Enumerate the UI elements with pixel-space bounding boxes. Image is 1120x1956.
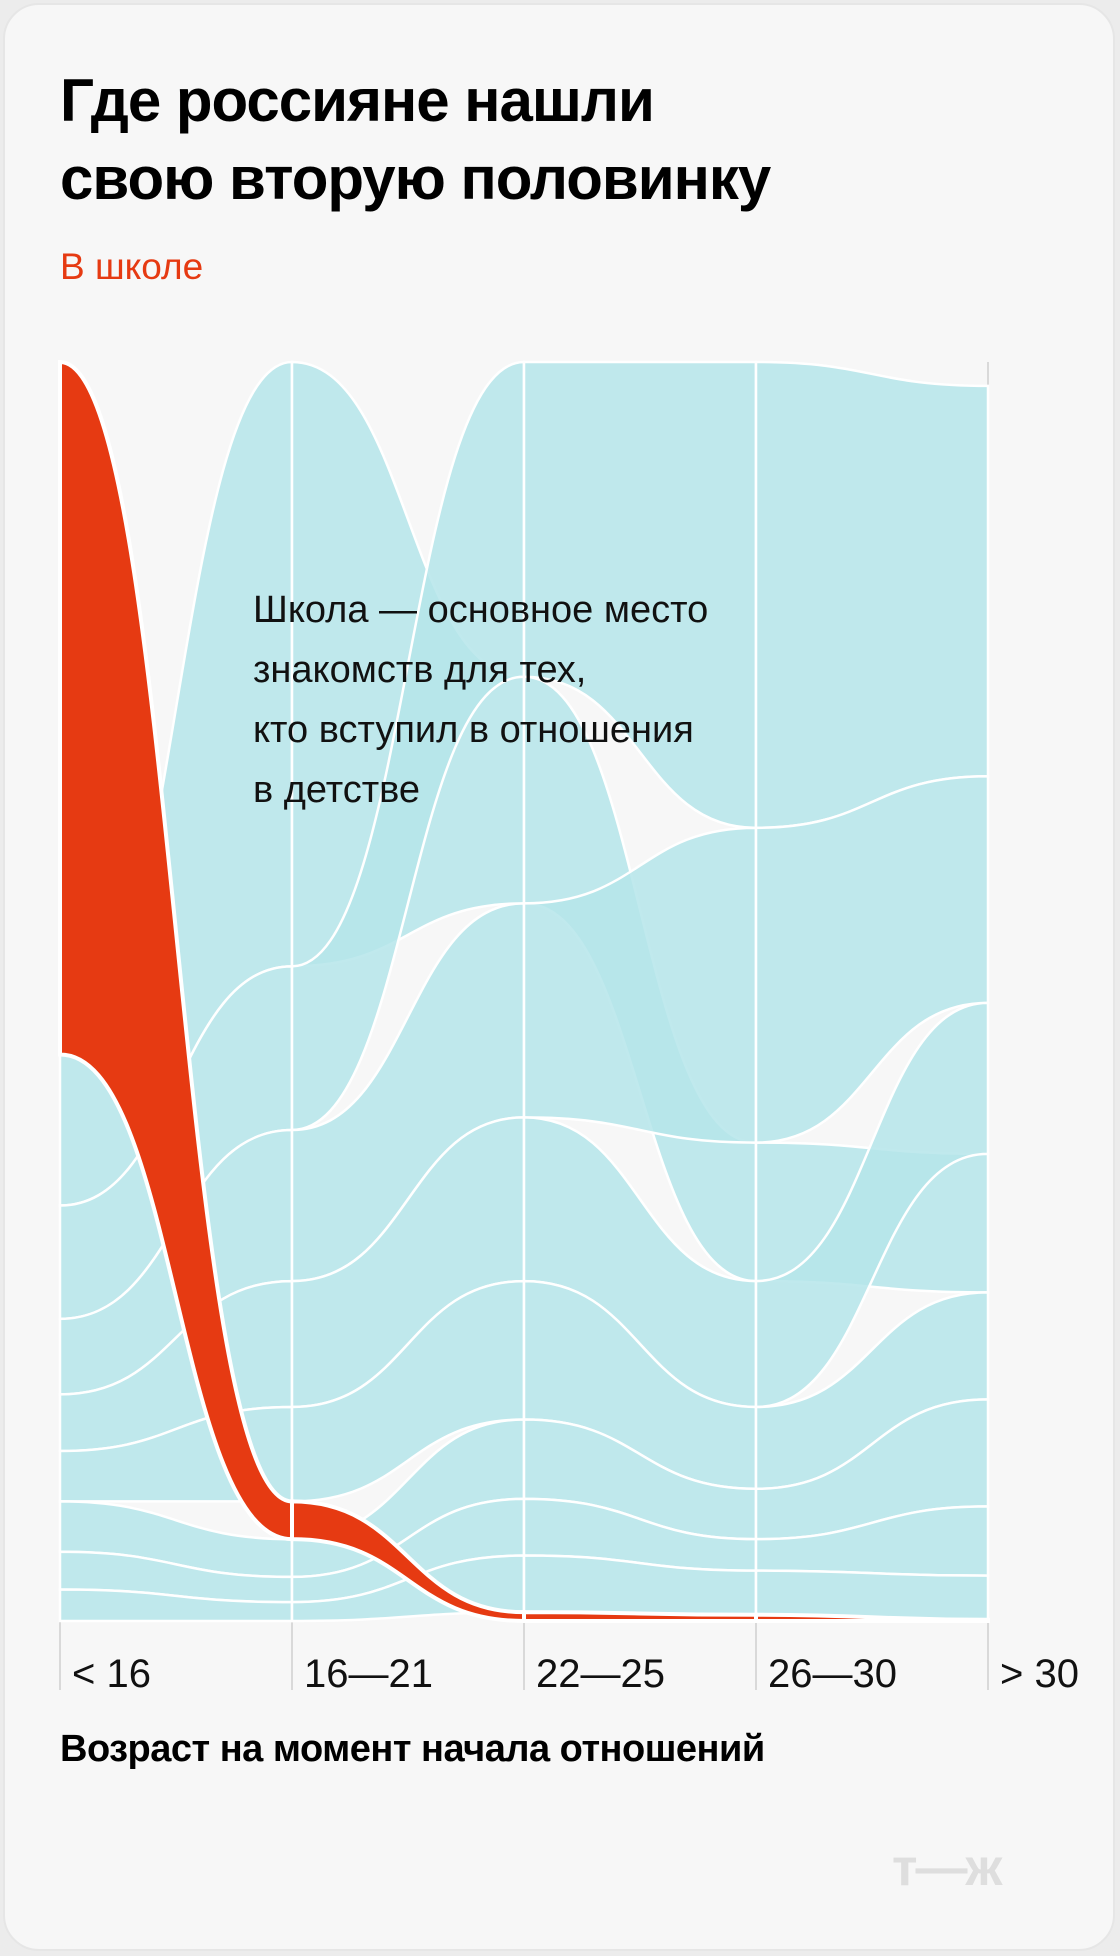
school-flow-band (58, 359, 294, 1542)
school-flow-band (522, 1610, 758, 1624)
tick-label: 16—21 (304, 1652, 433, 1696)
annotation-line: знакомств для тех, (253, 649, 587, 691)
chart-subtitle: В школе (60, 246, 204, 287)
brand-logo: т—ж (892, 1839, 1002, 1897)
title-line-2: свою вторую половинку (60, 145, 771, 212)
tick-label: > 30 (1000, 1652, 1079, 1696)
annotation: Школа — основное место знакомств для тех… (253, 580, 873, 820)
annotation-line: кто вступил в отношения (253, 709, 694, 751)
flow-band (754, 1001, 990, 1409)
tick-label: 22—25 (536, 1652, 665, 1696)
tick-label: 26—30 (768, 1652, 897, 1696)
annotation-line: в детстве (253, 769, 421, 811)
x-axis-label: Возраст на момент начала отношений (60, 1728, 765, 1770)
tick-label: < 16 (72, 1652, 151, 1696)
annotation-line: Школа — основное место (253, 589, 709, 631)
flow-band (522, 360, 758, 830)
flow-band (754, 1569, 990, 1621)
school-flow-band (754, 1612, 990, 1624)
chart-title: Где россияне нашли свою вторую половинку (60, 62, 1060, 218)
title-line-1: Где россияне нашли (60, 67, 655, 134)
